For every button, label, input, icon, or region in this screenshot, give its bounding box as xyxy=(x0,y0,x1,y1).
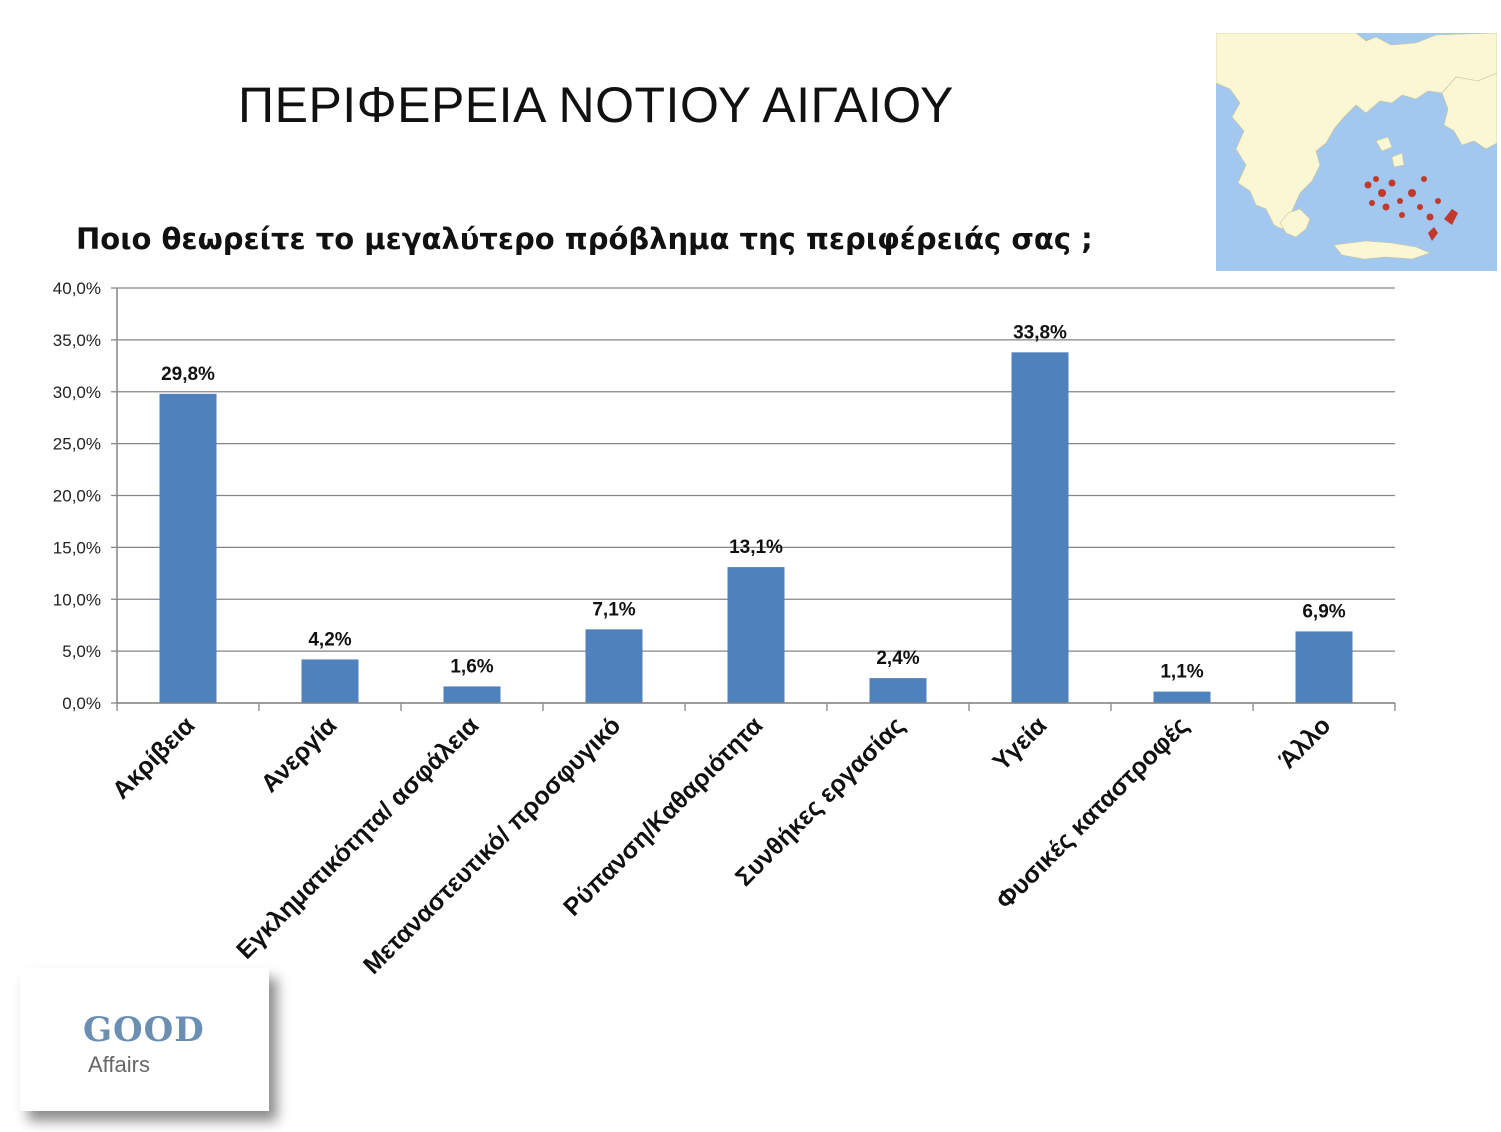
y-tick-label: 20,0% xyxy=(53,487,101,506)
y-tick-label: 30,0% xyxy=(53,383,101,402)
slide-title: ΠΕΡΙΦΕΡΕΙΑ ΝΟΤΙΟΥ ΑΙΓΑΙΟΥ xyxy=(238,77,954,133)
grid-lines xyxy=(117,287,1395,704)
bar xyxy=(1153,691,1211,703)
value-label: 4,2% xyxy=(308,629,351,650)
value-label: 29,8% xyxy=(161,364,215,385)
logo: GOOD Affairs xyxy=(20,968,269,1111)
x-tick-label: Άλλο xyxy=(1273,711,1336,774)
bar xyxy=(301,659,359,703)
chart-question: Ποιο θεωρείτε το μεγαλύτερο πρόβλημα της… xyxy=(76,222,1093,256)
y-axis-ticks: 0,0% 5,0% 10,0% 15,0% 20,0% 25,0% 30,0% 35,0% 40… xyxy=(53,279,117,713)
y-tick-label: 0,0% xyxy=(62,694,101,713)
bar xyxy=(159,393,217,703)
y-tick-label: 40,0% xyxy=(53,279,101,298)
value-label: 6,9% xyxy=(1302,601,1345,622)
value-labels: 29,8% 4,2% 1,6% 7,1% 13,1% 2,4% 33,8% 1,1% 6,9% xyxy=(161,322,1346,682)
value-label: 1,6% xyxy=(450,656,493,677)
value-label: 13,1% xyxy=(729,537,783,558)
y-tick-label: 10,0% xyxy=(53,590,101,609)
x-tick-label: Υγεία xyxy=(987,711,1052,776)
x-tick-label: Ακρίβεια xyxy=(107,711,201,805)
bar xyxy=(869,678,927,703)
value-label: 7,1% xyxy=(592,599,635,620)
logo-affairs-text: Affairs xyxy=(88,1052,150,1077)
axes xyxy=(116,288,1396,711)
y-tick-label: 35,0% xyxy=(53,331,101,350)
map-land xyxy=(1216,33,1497,260)
value-label: 1,1% xyxy=(1160,662,1203,683)
bar xyxy=(443,686,501,703)
value-label: 2,4% xyxy=(876,648,919,669)
bar xyxy=(1011,352,1069,703)
bar xyxy=(1295,631,1353,703)
bars xyxy=(159,352,1353,703)
x-tick-label: Μεταναστευτικό/ προσφυγικό xyxy=(358,711,626,979)
y-tick-label: 25,0% xyxy=(53,435,101,454)
greece-map xyxy=(1216,33,1497,271)
map-highlight-islands xyxy=(1364,176,1458,241)
bar xyxy=(585,629,643,703)
y-tick-label: 15,0% xyxy=(53,538,101,557)
x-tick-label: Ανεργία xyxy=(256,711,343,798)
y-tick-label: 5,0% xyxy=(62,642,101,661)
logo-good-text: GOOD xyxy=(83,1010,205,1050)
x-tick-label: Εγκληματικότητα/ ασφάλεια xyxy=(231,711,485,965)
bar xyxy=(727,567,785,703)
value-label: 33,8% xyxy=(1013,322,1067,343)
